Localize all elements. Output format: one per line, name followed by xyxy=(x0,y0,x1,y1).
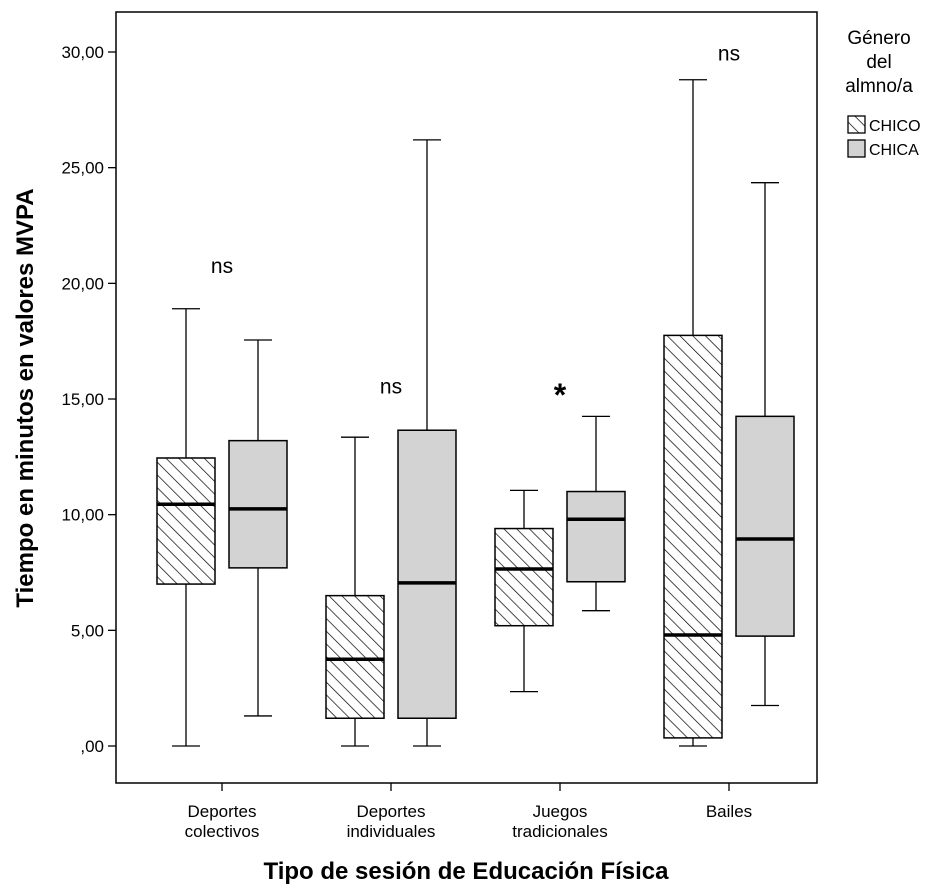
y-axis: ,00 5,00 10,00 15,00 20,00 25,00 30,00 xyxy=(61,43,116,756)
legend-label-chico: CHICO xyxy=(869,118,921,135)
x-axis-title: Tipo de sesión de Educación Física xyxy=(264,858,670,885)
box-chica-2 xyxy=(566,415,626,612)
box-iqr xyxy=(494,527,554,627)
x-tick-label-line: Juegos xyxy=(533,802,588,821)
box-iqr xyxy=(566,490,626,583)
box-iqr xyxy=(397,429,457,719)
legend: Género del almno/a CHICO CHICA xyxy=(845,28,920,159)
box-chica-1 xyxy=(397,139,457,747)
y-axis-title: Tiempo en minutos en valores MVPA xyxy=(12,188,39,607)
box-iqr xyxy=(156,457,216,585)
significance-ns: ns xyxy=(718,42,740,65)
y-tick-label: 15,00 xyxy=(61,390,104,409)
significance-star: * xyxy=(554,377,567,413)
legend-swatch-chico xyxy=(847,115,866,134)
box-iqr xyxy=(325,594,385,719)
plot-area-frame xyxy=(115,11,818,784)
y-tick-label: 30,00 xyxy=(61,43,104,62)
legend-label-chica: CHICA xyxy=(869,142,919,159)
x-tick-label-line: tradicionales xyxy=(512,822,607,841)
legend-title-line: del xyxy=(866,52,891,73)
significance-annotations: ns ns * ns xyxy=(211,42,740,413)
x-tick-label: Deportes individuales xyxy=(347,802,436,841)
x-tick-label: Juegos tradicionales xyxy=(512,802,607,841)
y-tick-label: 5,00 xyxy=(71,621,104,640)
significance-ns: ns xyxy=(211,255,233,278)
x-tick-label-line: individuales xyxy=(347,822,436,841)
legend-title-line: Género xyxy=(847,28,910,49)
legend-swatch-chica xyxy=(847,139,866,158)
y-tick-label: 10,00 xyxy=(61,506,104,525)
x-tick-label-line: Deportes xyxy=(188,802,257,821)
box-iqr xyxy=(735,415,795,637)
box-chico-0 xyxy=(156,308,216,747)
box-chica-0 xyxy=(228,339,288,717)
x-tick-label-line: Deportes xyxy=(357,802,426,821)
y-tick-label: 20,00 xyxy=(61,274,104,293)
y-tick-label: 25,00 xyxy=(61,159,104,178)
box-series-group xyxy=(156,79,795,747)
box-iqr xyxy=(663,334,723,739)
significance-ns: ns xyxy=(380,375,402,398)
box-chico-3 xyxy=(663,79,723,747)
y-tick-label: ,00 xyxy=(80,737,104,756)
x-tick-label: Bailes xyxy=(706,802,752,821)
legend-title-line: almno/a xyxy=(845,76,913,97)
x-tick-label-line: colectivos xyxy=(185,822,260,841)
box-chico-1 xyxy=(325,436,385,747)
box-iqr xyxy=(228,439,288,569)
x-tick-label-line: Bailes xyxy=(706,802,752,821)
x-tick-label: Deportes colectivos xyxy=(185,802,260,841)
box-chico-2 xyxy=(494,489,554,693)
box-chica-3 xyxy=(735,182,795,707)
